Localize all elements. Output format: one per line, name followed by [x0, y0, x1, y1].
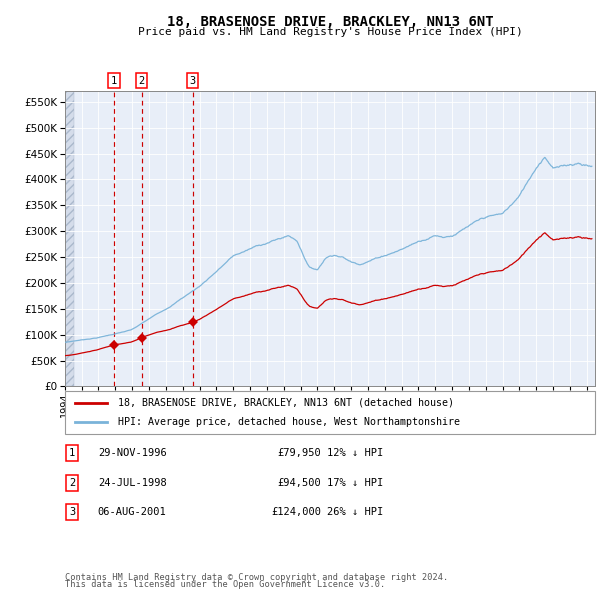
Text: 29-NOV-1996: 29-NOV-1996: [98, 448, 167, 458]
Text: 18, BRASENOSE DRIVE, BRACKLEY, NN13 6NT: 18, BRASENOSE DRIVE, BRACKLEY, NN13 6NT: [167, 15, 493, 29]
Text: HPI: Average price, detached house, West Northamptonshire: HPI: Average price, detached house, West…: [118, 417, 460, 427]
Text: 3: 3: [69, 507, 75, 517]
Text: 17% ↓ HPI: 17% ↓ HPI: [327, 478, 383, 487]
Text: This data is licensed under the Open Government Licence v3.0.: This data is licensed under the Open Gov…: [65, 580, 385, 589]
Text: 2: 2: [69, 478, 75, 487]
Text: 06-AUG-2001: 06-AUG-2001: [98, 507, 167, 517]
FancyBboxPatch shape: [65, 391, 595, 434]
Text: Price paid vs. HM Land Registry's House Price Index (HPI): Price paid vs. HM Land Registry's House …: [137, 27, 523, 37]
Text: 24-JUL-1998: 24-JUL-1998: [98, 478, 167, 487]
Text: Contains HM Land Registry data © Crown copyright and database right 2024.: Contains HM Land Registry data © Crown c…: [65, 573, 448, 582]
Text: £124,000: £124,000: [271, 507, 321, 517]
Text: 2: 2: [139, 76, 145, 86]
Text: 26% ↓ HPI: 26% ↓ HPI: [327, 507, 383, 517]
Text: 1: 1: [69, 448, 75, 458]
Text: 3: 3: [190, 76, 196, 86]
Text: 1: 1: [110, 76, 117, 86]
Text: 18, BRASENOSE DRIVE, BRACKLEY, NN13 6NT (detached house): 18, BRASENOSE DRIVE, BRACKLEY, NN13 6NT …: [118, 398, 454, 408]
Text: 12% ↓ HPI: 12% ↓ HPI: [327, 448, 383, 458]
Text: £79,950: £79,950: [277, 448, 321, 458]
Text: £94,500: £94,500: [277, 478, 321, 487]
